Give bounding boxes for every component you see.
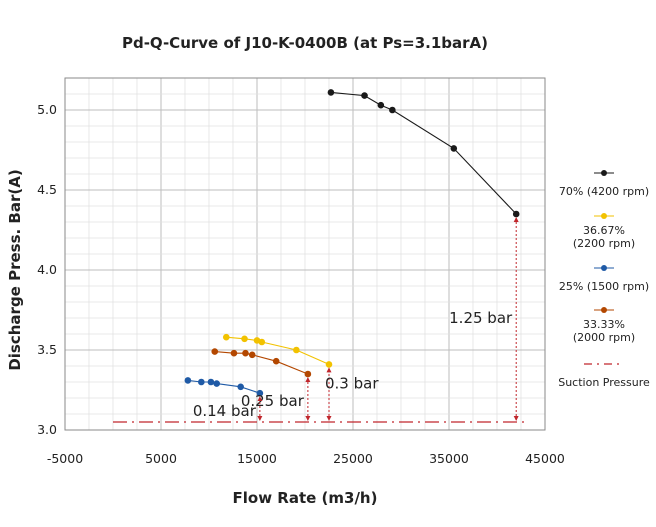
delta-label: 1.25 bar	[449, 309, 513, 327]
legend-item: Suction Pressure	[558, 363, 650, 389]
data-point	[222, 333, 230, 341]
legend-item: 70% (4200 rpm)	[559, 170, 649, 198]
data-point	[213, 380, 220, 387]
y-tick-label: 5.0	[37, 102, 57, 117]
legend-label-line: (2000 rpm)	[573, 331, 635, 344]
legend-item: 33.33% (2000 rpm)	[573, 307, 635, 344]
data-point	[258, 338, 266, 346]
data-point	[207, 378, 215, 386]
legend-label-line: 36.67%	[583, 224, 625, 237]
data-point	[327, 89, 335, 96]
legend-label-line: 33.33%	[583, 318, 625, 331]
legend-marker	[601, 307, 607, 313]
data-point	[361, 92, 368, 99]
series-line	[214, 351, 309, 375]
legend-marker	[601, 265, 607, 271]
x-tick-label: 25000	[333, 451, 373, 466]
data-point	[237, 383, 244, 391]
x-tick-label: 15000	[237, 451, 277, 466]
legend-marker	[601, 213, 607, 219]
y-tick-label: 3.0	[37, 422, 57, 437]
data-point	[512, 210, 520, 218]
data-point	[242, 349, 249, 357]
grid	[64, 77, 546, 431]
data-point	[293, 346, 300, 354]
legend-item: 36.67% (2200 rpm)	[573, 213, 635, 250]
x-axis-title: Flow Rate (m3/h)	[233, 489, 378, 507]
data-point	[256, 389, 264, 397]
data-point	[230, 349, 238, 357]
x-tick-label: 5000	[145, 451, 177, 466]
data-point	[211, 348, 219, 355]
delta-label: 0.3 bar	[325, 374, 379, 392]
data-point	[389, 106, 396, 114]
y-tick-label: 4.5	[37, 182, 57, 197]
chart-title: Pd-Q-Curve of J10-K-0400B (at Ps=3.1barA…	[122, 34, 488, 52]
legend-label-line: (2200 rpm)	[573, 237, 635, 250]
axes: -5000 5000 15000 25000 35000 45000 3.0 3.5 4.0 4.…	[37, 77, 565, 466]
y-tick-label: 4.0	[37, 262, 57, 277]
data-point	[304, 370, 312, 378]
series-line	[330, 91, 517, 215]
delta-label: 0.25 bar	[241, 392, 305, 410]
series-4	[211, 348, 312, 378]
x-tick-label: -5000	[47, 451, 83, 466]
plot-frame	[64, 77, 546, 431]
x-tick-label: 35000	[429, 451, 469, 466]
data-point	[241, 335, 248, 343]
data-point	[377, 101, 385, 109]
series-2	[222, 333, 333, 368]
legend-label: 70% (4200 rpm)	[559, 185, 649, 198]
legend-item: 25% (1500 rpm)	[559, 265, 649, 293]
delta-label: 0.14 bar	[193, 402, 257, 420]
data-point	[248, 351, 256, 359]
legend-label-line: 25% (1500 rpm)	[559, 280, 649, 293]
data-point	[184, 377, 192, 384]
legend-marker	[601, 170, 607, 176]
data-point	[272, 357, 280, 365]
legend-label: 36.67% (2200 rpm)	[573, 224, 635, 250]
legend-label: 33.33% (2000 rpm)	[573, 318, 635, 344]
y-axis-title: Discharge Press. Bar(A)	[6, 169, 24, 370]
y-tick-label: 3.5	[37, 342, 57, 357]
series-3	[184, 377, 264, 397]
x-tick-label: 45000	[525, 451, 565, 466]
data-point	[325, 361, 333, 368]
data-point	[450, 145, 458, 152]
legend-label: Suction Pressure	[558, 376, 650, 389]
data-point	[198, 378, 205, 386]
legend-label-line: Suction Pressure	[558, 376, 650, 389]
legend: 70% (4200 rpm) 36.67% (2200 rpm) 25% (1500 …	[558, 170, 650, 389]
legend-label: 25% (1500 rpm)	[559, 280, 649, 293]
legend-label-line: 70% (4200 rpm)	[559, 185, 649, 198]
series-1	[327, 89, 520, 218]
series-group	[184, 89, 520, 397]
